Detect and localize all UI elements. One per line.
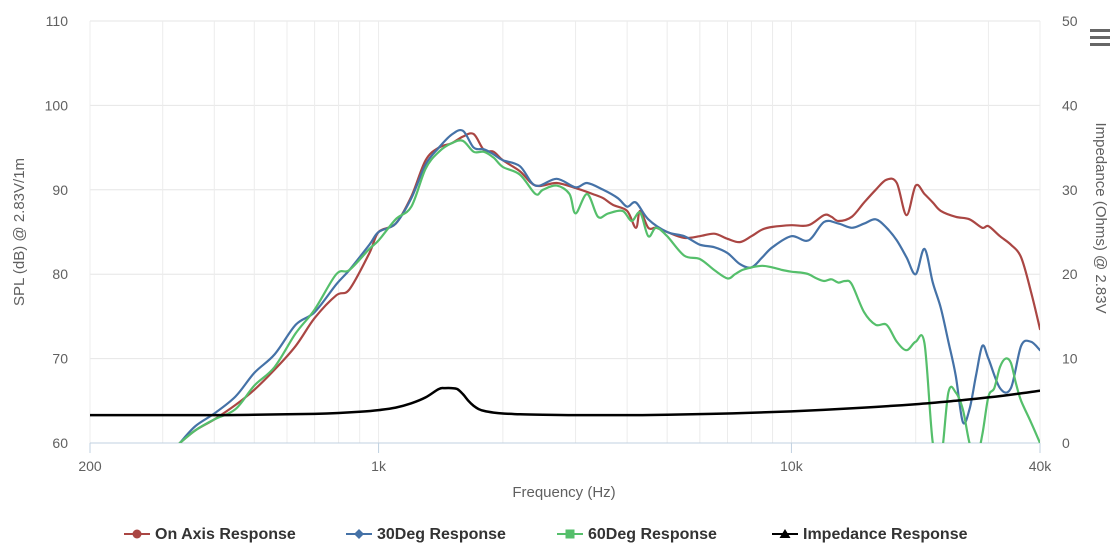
x-tick-label: 1k [371, 458, 387, 474]
menu-icon[interactable] [1088, 26, 1110, 48]
left-axis-ticks: 60 70 80 90 100 110 [45, 13, 69, 451]
left-tick-label: 60 [52, 435, 68, 451]
x-tick-label: 10k [780, 458, 804, 474]
30deg-response-line [178, 128, 1040, 443]
legend: On Axis Response 30Deg Response 60Deg Resp… [124, 526, 968, 543]
series-layer [90, 128, 1040, 443]
right-tick-label: 40 [1062, 97, 1078, 113]
left-tick-label: 70 [52, 351, 68, 367]
x-axis-title: Frequency (Hz) [512, 484, 615, 501]
legend-marker [779, 529, 791, 538]
grid-lines [89, 20, 1041, 444]
right-tick-label: 50 [1062, 13, 1078, 29]
legend-item[interactable]: Impedance Response [772, 526, 968, 543]
impedance-response-line [90, 386, 1040, 417]
left-tick-label: 110 [46, 13, 69, 29]
legend-item[interactable]: On Axis Response [124, 526, 296, 543]
legend-marker [565, 529, 575, 539]
legend-marker [132, 529, 142, 539]
left-tick-label: 90 [52, 182, 68, 198]
left-tick-label: 80 [52, 266, 68, 282]
legend-marker [354, 529, 364, 539]
left-axis-title: SPL (dB) @ 2.83V/1m [11, 158, 28, 306]
right-tick-label: 20 [1062, 266, 1078, 282]
left-tick-label: 100 [45, 97, 69, 113]
x-tick-label: 200 [78, 458, 102, 474]
x-tick-label: 40k [1029, 458, 1053, 474]
right-axis-title: Impedance (Ohms) @ 2.83V [1092, 122, 1109, 313]
right-tick-label: 0 [1062, 435, 1070, 451]
right-tick-label: 10 [1062, 351, 1078, 367]
legend-label: 60Deg Response [588, 526, 717, 543]
legend-item[interactable]: 60Deg Response [557, 526, 717, 543]
legend-label: Impedance Response [803, 526, 968, 543]
x-axis-ticks: 200 1k 10k 40k [78, 443, 1052, 474]
60deg-response-line [178, 139, 1040, 443]
right-tick-label: 30 [1062, 182, 1078, 198]
right-axis-ticks: 0 10 20 30 40 50 [1062, 13, 1078, 451]
legend-label: 30Deg Response [377, 526, 506, 543]
legend-label: On Axis Response [155, 526, 296, 543]
legend-item[interactable]: 30Deg Response [346, 526, 506, 543]
